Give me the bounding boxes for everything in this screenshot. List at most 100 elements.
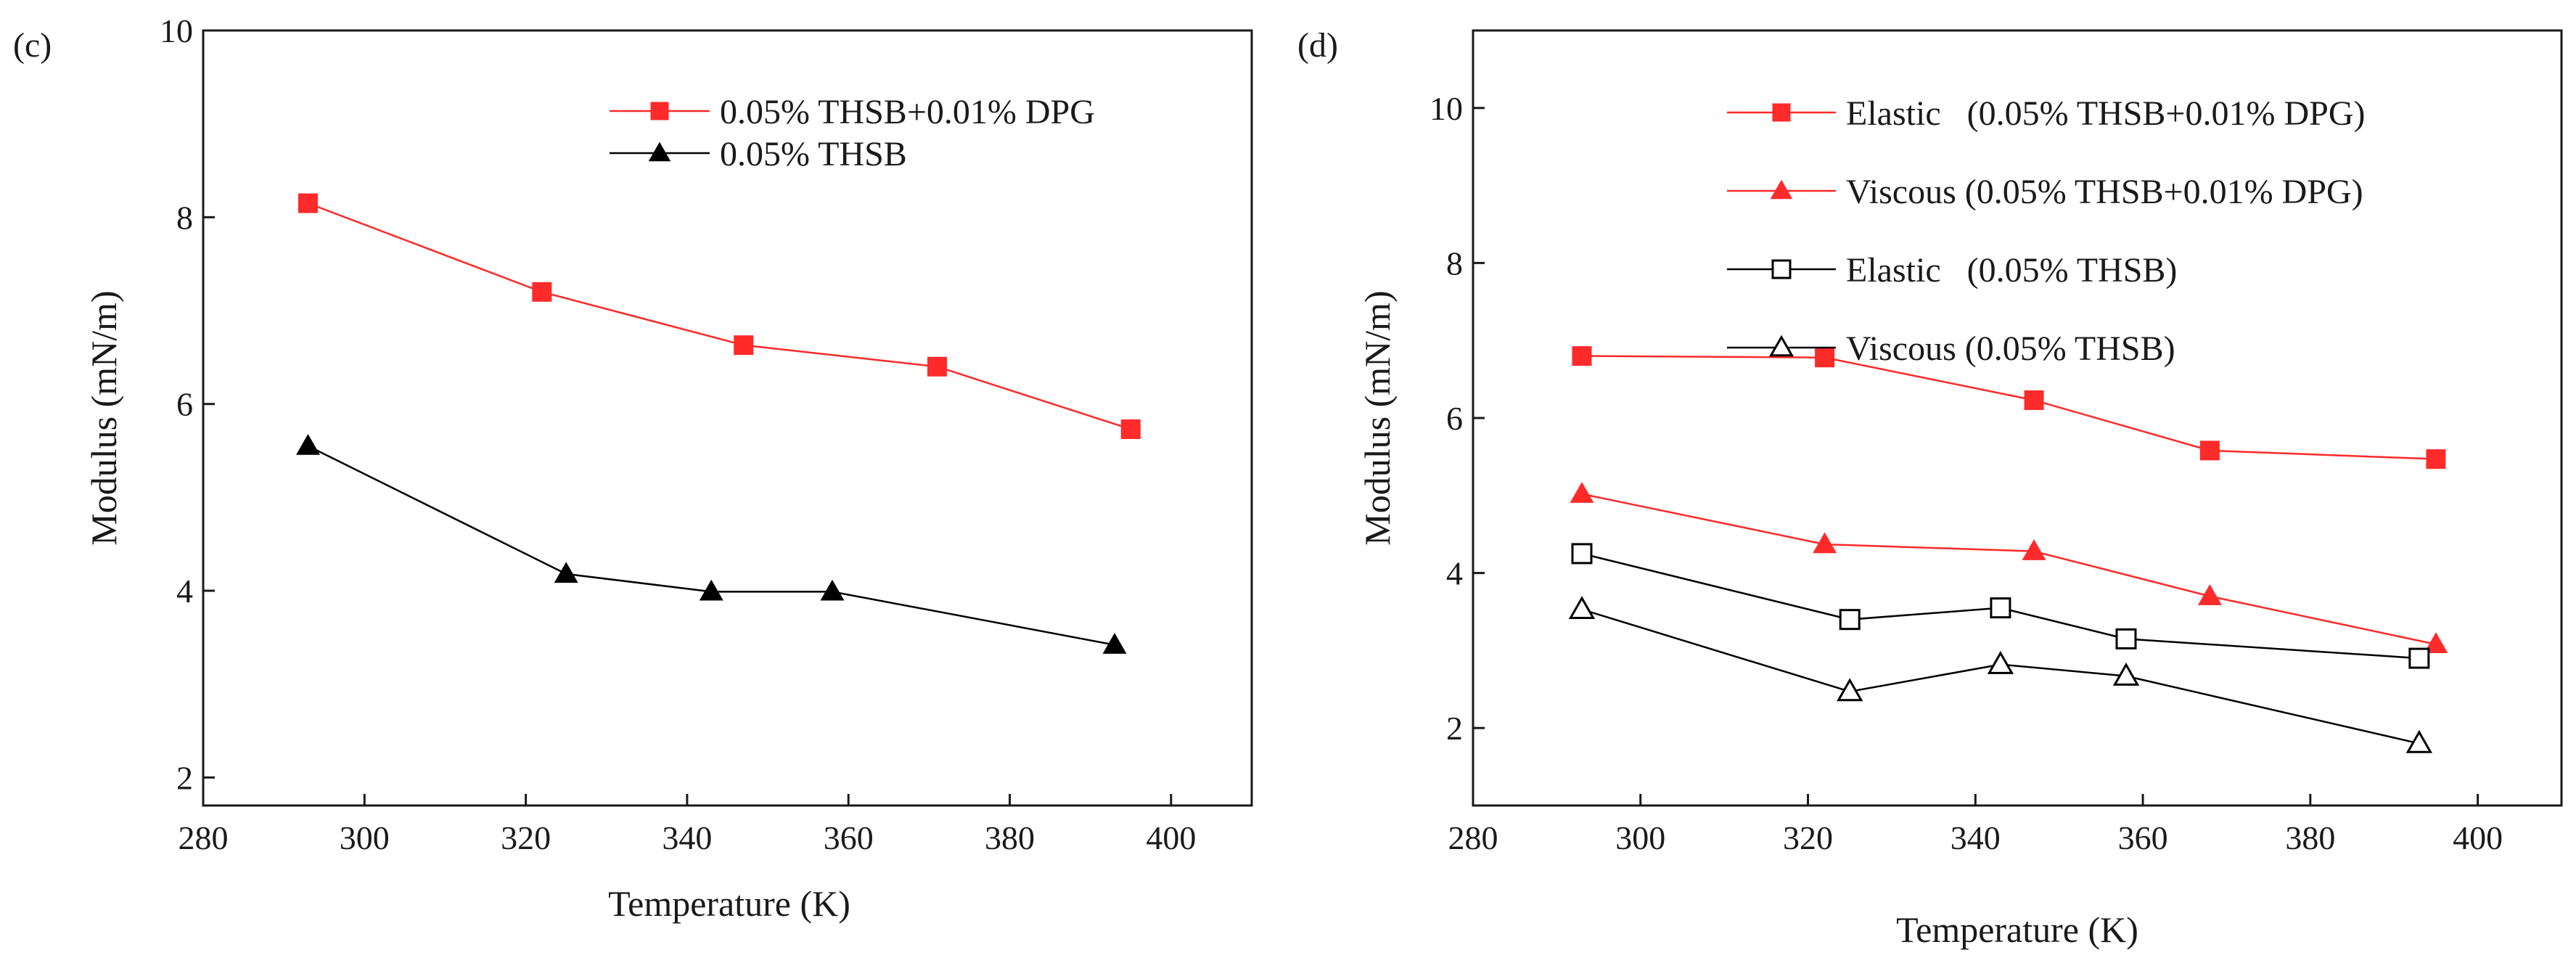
legend: 0.05% THSB+0.01% DPG 0.05% THSB bbox=[610, 93, 1095, 173]
data-point bbox=[554, 562, 578, 583]
y-axis-title: Modulus (mN/m) bbox=[1357, 290, 1398, 545]
x-tick-label: 300 bbox=[1615, 819, 1665, 856]
data-point bbox=[1572, 346, 1592, 366]
legend-marker bbox=[1770, 179, 1793, 200]
data-point bbox=[2024, 390, 2044, 410]
data-point bbox=[1837, 678, 1863, 702]
x-tick-label: 360 bbox=[824, 819, 874, 856]
series-layer bbox=[296, 193, 1141, 654]
legend-marker bbox=[648, 142, 671, 162]
legend-label: Viscous (0.05% THSB+0.01% DPG) bbox=[1846, 173, 2363, 211]
data-point bbox=[1990, 597, 2011, 619]
x-tick-label: 380 bbox=[985, 819, 1035, 856]
data-point bbox=[1839, 609, 1861, 631]
x-tick-label: 280 bbox=[179, 819, 229, 856]
series-line bbox=[1581, 493, 2437, 646]
legend-entry: 0.05% THSB+0.01% DPG bbox=[610, 93, 1095, 131]
legend-label: 0.05% THSB bbox=[720, 135, 907, 173]
data-point bbox=[1813, 532, 1837, 554]
data-point bbox=[1102, 633, 1127, 654]
data-point bbox=[2115, 628, 2137, 649]
x-tick-label: 320 bbox=[1783, 819, 1833, 856]
x-tick-label: 340 bbox=[662, 819, 712, 856]
chart-panel-c: (c) Temperature (K) Modulus (mN/m) 280 30… bbox=[13, 12, 1253, 924]
series-0-05-thsb bbox=[296, 433, 1127, 654]
axis-ticks: 280 300 320 340 360 380 400 2 4 6 8 10 bbox=[160, 12, 1196, 856]
legend-marker bbox=[650, 102, 669, 120]
y-tick-label: 2 bbox=[176, 759, 193, 796]
x-tick-label: 320 bbox=[501, 819, 551, 856]
y-tick-label: 6 bbox=[176, 386, 193, 423]
data-point bbox=[2197, 584, 2222, 605]
data-point bbox=[1987, 651, 2014, 674]
series-line bbox=[1581, 608, 2420, 745]
data-point bbox=[2022, 539, 2046, 560]
series-viscous-0-05-thsb-0-01-dpg bbox=[1570, 482, 2448, 654]
plot-frame bbox=[202, 29, 1253, 807]
data-point bbox=[820, 579, 845, 601]
series-layer bbox=[1568, 346, 2448, 753]
legend-entry: Viscous (0.05% THSB+0.01% DPG) bbox=[1727, 173, 2363, 211]
x-axis-title: Temperature (K) bbox=[608, 883, 850, 924]
legend-entry: 0.05% THSB bbox=[610, 135, 907, 173]
series-elastic-0-05-thsb bbox=[1571, 543, 2430, 669]
data-point bbox=[2112, 663, 2140, 686]
panel-label: (d) bbox=[1297, 26, 1338, 65]
legend: Elastic (0.05% THSB+0.01% DPG) Viscous (0… bbox=[1727, 94, 2365, 368]
data-point bbox=[1120, 419, 1141, 439]
legend-entry: Elastic (0.05% THSB+0.01% DPG) bbox=[1727, 94, 2365, 133]
y-tick-label: 6 bbox=[1446, 400, 1463, 437]
x-tick-label: 360 bbox=[2118, 819, 2168, 856]
data-point bbox=[734, 335, 754, 356]
data-point bbox=[927, 356, 947, 377]
series-line bbox=[1581, 355, 2436, 460]
data-point bbox=[2424, 632, 2448, 654]
legend-marker bbox=[1771, 259, 1792, 279]
legend-marker bbox=[1769, 335, 1794, 357]
data-point bbox=[532, 282, 552, 302]
legend-marker bbox=[1772, 103, 1791, 122]
x-tick-label: 300 bbox=[340, 819, 390, 856]
x-tick-label: 400 bbox=[2453, 819, 2503, 856]
series-0-05-thsb-0-01-dpg bbox=[298, 193, 1141, 439]
data-point bbox=[2408, 647, 2430, 669]
panel-label: (c) bbox=[13, 26, 52, 65]
y-tick-label: 8 bbox=[1446, 245, 1463, 282]
legend-label: Elastic (0.05% THSB+0.01% DPG) bbox=[1846, 94, 2365, 133]
x-axis-title: Temperature (K) bbox=[1896, 909, 2138, 950]
data-point bbox=[1570, 482, 1594, 503]
chart-panel-d: (d) Temperature (K) Modulus (mN/m) 280 30… bbox=[1297, 26, 2563, 950]
plot-frame bbox=[1472, 29, 2563, 807]
y-tick-label: 2 bbox=[1446, 710, 1463, 747]
series-line bbox=[308, 202, 1131, 430]
axis-ticks: 280 300 320 340 360 380 400 2 4 6 8 10 bbox=[1429, 90, 2503, 856]
y-tick-label: 8 bbox=[176, 199, 193, 236]
x-tick-label: 400 bbox=[1146, 819, 1196, 856]
x-tick-label: 280 bbox=[1448, 819, 1498, 856]
data-point bbox=[1815, 348, 1835, 368]
x-tick-label: 380 bbox=[2285, 819, 2335, 856]
y-tick-label: 4 bbox=[176, 573, 193, 610]
data-point bbox=[1571, 543, 1593, 565]
data-point bbox=[2199, 440, 2220, 461]
data-point bbox=[699, 579, 723, 601]
data-point bbox=[298, 193, 318, 213]
series-elastic-0-05-thsb-0-01-dpg bbox=[1572, 346, 2446, 470]
data-point bbox=[1568, 596, 1596, 619]
legend-label: Elastic (0.05% THSB) bbox=[1846, 251, 2177, 290]
series-line bbox=[307, 445, 1115, 646]
y-tick-label: 10 bbox=[1429, 90, 1463, 127]
y-tick-label: 10 bbox=[160, 12, 193, 49]
x-tick-label: 340 bbox=[1951, 819, 2001, 856]
y-tick-label: 4 bbox=[1446, 555, 1463, 592]
data-point bbox=[296, 433, 320, 455]
data-point bbox=[2426, 449, 2446, 470]
data-point bbox=[2405, 729, 2433, 753]
legend-entry: Elastic (0.05% THSB) bbox=[1727, 251, 2177, 290]
legend-label: 0.05% THSB+0.01% DPG bbox=[720, 93, 1095, 131]
legend-entry: Viscous (0.05% THSB) bbox=[1727, 329, 2175, 368]
series-viscous-0-05-thsb bbox=[1568, 596, 2433, 753]
y-axis-title: Modulus (mN/m) bbox=[83, 290, 124, 545]
legend-label: Viscous (0.05% THSB) bbox=[1846, 329, 2175, 368]
